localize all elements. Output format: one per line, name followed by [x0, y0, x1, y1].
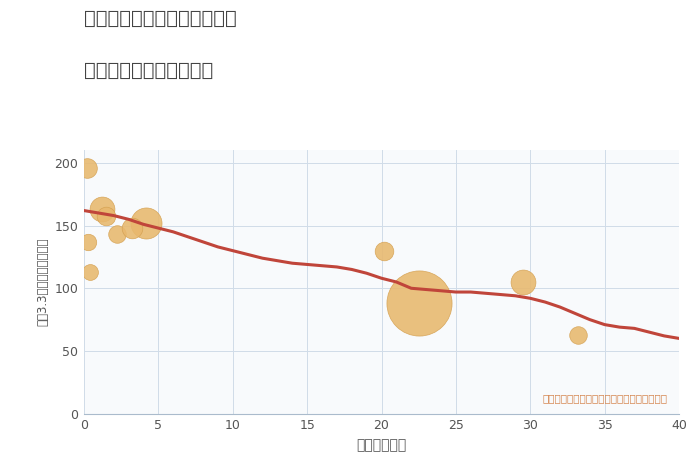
- X-axis label: 築年数（年）: 築年数（年）: [356, 438, 407, 452]
- Point: [84, 268, 95, 276]
- Point: [379, 247, 390, 254]
- Text: 愛知県名古屋市中村区八社の: 愛知県名古屋市中村区八社の: [84, 9, 237, 28]
- Point: [111, 231, 122, 238]
- Point: [517, 278, 528, 286]
- Point: [573, 331, 584, 338]
- Point: [96, 205, 108, 213]
- Point: [83, 238, 94, 246]
- Point: [141, 219, 152, 227]
- Text: 円の大きさは、取引のあった物件面積を示す: 円の大きさは、取引のあった物件面積を示す: [542, 393, 667, 403]
- Point: [413, 299, 424, 307]
- Point: [101, 212, 112, 219]
- Text: 築年数別中古戸建て価格: 築年数別中古戸建て価格: [84, 61, 214, 80]
- Y-axis label: 坪（3.3㎡）単価（万円）: 坪（3.3㎡）単価（万円）: [36, 238, 49, 326]
- Point: [81, 164, 92, 172]
- Point: [126, 224, 137, 232]
